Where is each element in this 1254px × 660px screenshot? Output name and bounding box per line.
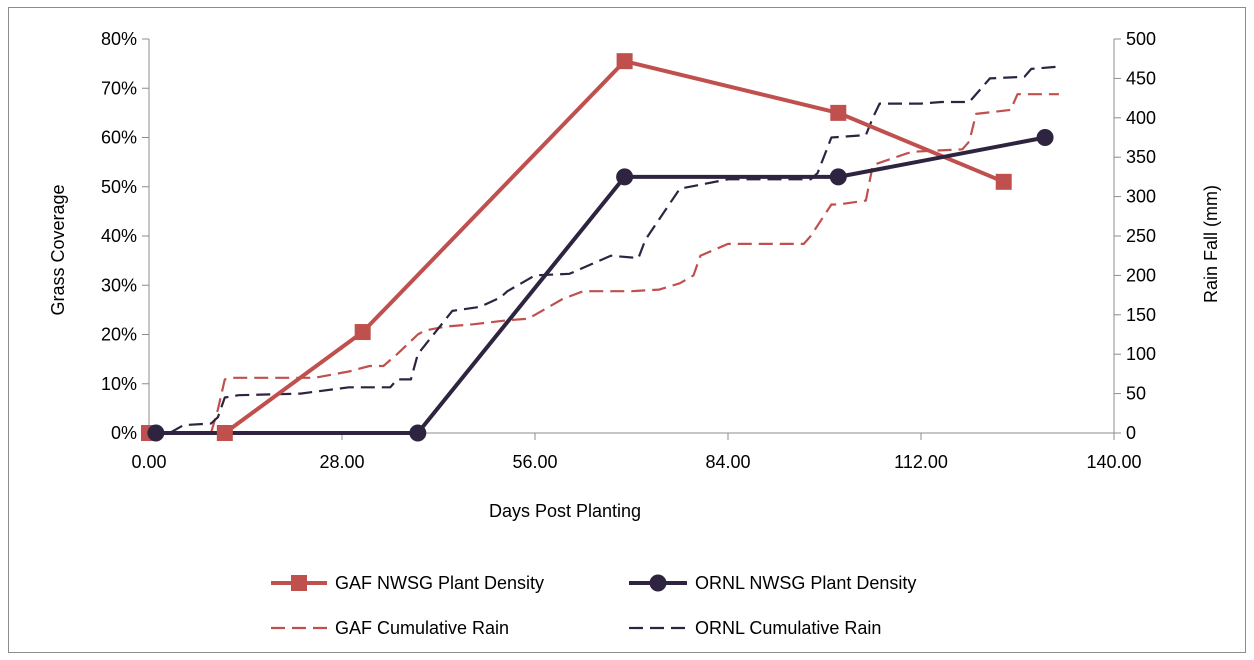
y-right-tick-label: 100 bbox=[1126, 344, 1156, 364]
chart-svg: 0% 10% 20% 30% 40% 50% 60% 70% 80% 0 50 100 150 200 25… bbox=[48, 29, 1221, 638]
y-right-tick-label: 150 bbox=[1126, 305, 1156, 325]
y-right-tick-label: 350 bbox=[1126, 147, 1156, 167]
y-left-tick-label: 80% bbox=[101, 29, 137, 49]
data-point-circle bbox=[147, 424, 165, 442]
y-left-axis-title: Grass Coverage bbox=[48, 184, 68, 315]
legend-marker-square bbox=[291, 575, 307, 591]
y-right-tick-label: 450 bbox=[1126, 68, 1156, 88]
legend-label-ornl-density: ORNL NWSG Plant Density bbox=[695, 573, 916, 593]
legend-label-ornl-rain: ORNL Cumulative Rain bbox=[695, 618, 881, 638]
legend: GAF NWSG Plant Density ORNL NWSG Plant D… bbox=[271, 573, 916, 638]
y-left-tick-label: 50% bbox=[101, 177, 137, 197]
y-left-tick-label: 10% bbox=[101, 374, 137, 394]
legend-label-gaf-rain: GAF Cumulative Rain bbox=[335, 618, 509, 638]
legend-label-gaf-density: GAF NWSG Plant Density bbox=[335, 573, 544, 593]
legend-marker-circle bbox=[649, 574, 667, 592]
legend-item-ornl-rain[interactable]: ORNL Cumulative Rain bbox=[629, 618, 881, 638]
y-left-tick-label: 40% bbox=[101, 226, 137, 246]
y-right-tick-label: 50 bbox=[1126, 384, 1146, 404]
data-point-square bbox=[616, 53, 633, 70]
y-left-tick-label: 20% bbox=[101, 325, 137, 345]
y-right-tick-label: 300 bbox=[1126, 187, 1156, 207]
x-tick-label: 28.00 bbox=[319, 452, 364, 472]
chart-frame: 0% 10% 20% 30% 40% 50% 60% 70% 80% 0 50 100 150 200 25… bbox=[8, 7, 1246, 653]
series-line-2 bbox=[149, 93, 1059, 435]
data-point-square bbox=[354, 324, 371, 341]
y-right-tick-label: 500 bbox=[1126, 29, 1156, 49]
x-tick-label: 140.00 bbox=[1086, 452, 1141, 472]
x-tick-label: 84.00 bbox=[705, 452, 750, 472]
legend-item-ornl-density[interactable]: ORNL NWSG Plant Density bbox=[629, 573, 916, 593]
data-point-circle bbox=[829, 168, 847, 186]
data-point-square bbox=[830, 104, 847, 121]
y-right-axis-title: Rain Fall (mm) bbox=[1201, 185, 1221, 303]
markers-layer bbox=[141, 53, 1054, 442]
y-left-tick-label: 60% bbox=[101, 128, 137, 148]
data-point-square bbox=[216, 425, 233, 441]
x-tick-label: 56.00 bbox=[512, 452, 557, 472]
y-right-tick-label: 400 bbox=[1126, 108, 1156, 128]
legend-item-gaf-rain[interactable]: GAF Cumulative Rain bbox=[271, 618, 509, 638]
y-right-tick-label: 250 bbox=[1126, 226, 1156, 246]
series-line-3 bbox=[149, 65, 1059, 435]
y-left-tick-label: 70% bbox=[101, 78, 137, 98]
series-layer bbox=[149, 59, 1059, 435]
data-point-circle bbox=[616, 168, 634, 186]
y-left-tick-label: 0% bbox=[111, 423, 137, 443]
y-left-tick-label: 30% bbox=[101, 275, 137, 295]
data-point-circle bbox=[1036, 129, 1054, 146]
y-right-tick-label: 200 bbox=[1126, 265, 1156, 285]
data-point-square bbox=[995, 173, 1012, 190]
ticks-layer: 0% 10% 20% 30% 40% 50% 60% 70% 80% 0 50 100 150 200 25… bbox=[101, 29, 1156, 472]
series-line-1 bbox=[155, 135, 1046, 435]
legend-item-gaf-density[interactable]: GAF NWSG Plant Density bbox=[271, 573, 544, 593]
x-tick-label: 112.00 bbox=[894, 452, 948, 472]
y-right-tick-label: 0 bbox=[1126, 423, 1136, 443]
x-axis-title: Days Post Planting bbox=[489, 501, 641, 521]
data-point-circle bbox=[409, 424, 427, 442]
x-tick-label: 0.00 bbox=[131, 452, 166, 472]
axes bbox=[142, 38, 1121, 440]
